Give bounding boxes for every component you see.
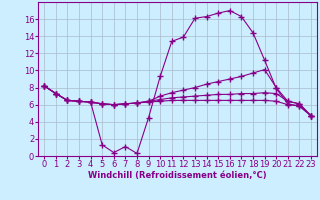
X-axis label: Windchill (Refroidissement éolien,°C): Windchill (Refroidissement éolien,°C): [88, 171, 267, 180]
